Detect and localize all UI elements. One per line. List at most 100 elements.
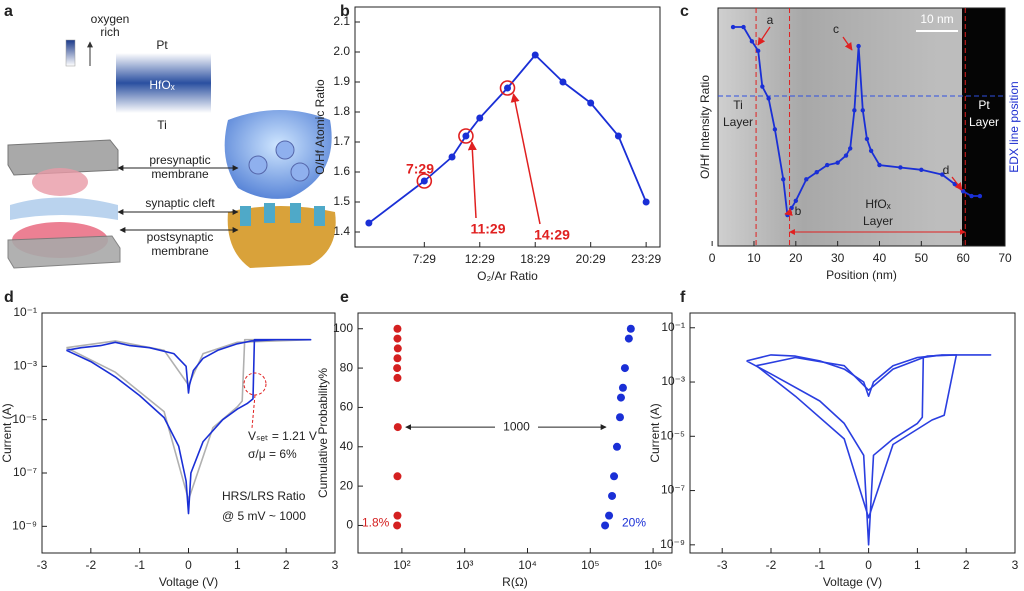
- y-tick-label: 10⁻⁷: [13, 465, 37, 479]
- data-point: [393, 472, 402, 481]
- x-tick-label: 10⁶: [644, 558, 662, 572]
- plot-frame: [357, 312, 673, 554]
- annotation: @ 5 mV ~ 1000: [222, 509, 306, 523]
- annotation: 14:29: [534, 227, 570, 243]
- x-tick-label: 12:29: [465, 252, 495, 266]
- x-tick-label: -2: [766, 558, 777, 572]
- highlight-circle: [243, 372, 267, 396]
- data-point: [620, 364, 629, 373]
- x-tick-label: -2: [85, 558, 96, 572]
- layer-label: Ti: [157, 118, 167, 132]
- x-tick-label: 10²: [393, 558, 410, 572]
- annotation: HRS/LRS Ratio: [222, 489, 306, 503]
- data-point: [793, 198, 799, 203]
- highlight-circle: [458, 128, 474, 144]
- diagram-label: membrane: [151, 167, 209, 181]
- vesicle: [290, 162, 310, 182]
- annotation: Layer: [969, 115, 999, 129]
- annotation: a: [767, 13, 774, 27]
- hfox-layer: [116, 53, 211, 113]
- data-point: [749, 39, 755, 44]
- x-tick-label: 40: [873, 251, 887, 265]
- data-point: [393, 373, 402, 382]
- receptor: [240, 206, 251, 226]
- series-line: [733, 26, 980, 216]
- data-point: [614, 132, 622, 140]
- data-point: [393, 511, 402, 520]
- panel-label: d: [4, 289, 14, 306]
- receptor: [290, 203, 301, 223]
- data-point: [476, 114, 484, 122]
- data-point: [624, 334, 633, 343]
- annotation-arrow: [757, 26, 771, 46]
- data-point: [559, 78, 567, 86]
- y-tick-label: 1.7: [333, 134, 350, 148]
- data-point: [864, 136, 870, 142]
- data-point: [601, 521, 610, 530]
- data-point: [760, 84, 765, 89]
- y-tick-label: 1.9: [333, 74, 350, 88]
- data-point: [612, 442, 621, 451]
- data-point: [393, 423, 402, 432]
- filament: [32, 168, 88, 196]
- vesicle: [275, 140, 295, 160]
- data-point: [618, 383, 627, 392]
- diagram-label: synaptic cleft: [145, 196, 215, 210]
- x-tick-label: -1: [134, 558, 145, 572]
- data-point: [610, 472, 619, 481]
- x-axis-label: Voltage (V): [159, 575, 218, 589]
- y-tick-label: 1.4: [333, 224, 350, 238]
- highlight-circle: [499, 80, 516, 96]
- data-point: [615, 413, 624, 422]
- y-axis-label: O/Hf Intensity Ratio: [698, 75, 712, 179]
- annotation-arrow: [784, 208, 793, 216]
- y-tick-label: 1.6: [333, 164, 350, 178]
- postsynaptic-terminal: [227, 206, 336, 268]
- data-point: [741, 24, 746, 30]
- x-tick-label: -1: [814, 558, 825, 572]
- annotation: Vₛₑₜ = 1.21 V: [248, 429, 317, 443]
- data-point: [730, 24, 736, 30]
- panel-a: a oxygen rich Pt HfOₓ Ti presynaptic mem…: [4, 3, 336, 269]
- annotation: 7:29: [406, 161, 434, 177]
- diagram-label: presynaptic: [149, 153, 210, 167]
- annotation: HfOₓ: [865, 197, 890, 211]
- data-point: [781, 177, 786, 182]
- y-tick-label: 10⁻³: [13, 359, 37, 373]
- x-tick-label: 60: [956, 251, 970, 265]
- y-axis-label: Current (A): [648, 403, 662, 462]
- y-tick-label: 80: [340, 360, 354, 374]
- data-point: [365, 219, 373, 227]
- x-tick-label: 10⁴: [518, 558, 537, 572]
- series-line: [368, 54, 647, 224]
- plot-frame: [689, 312, 1016, 554]
- tem-image: [962, 8, 1005, 246]
- annotation-arrow: [842, 36, 853, 51]
- data-point: [755, 48, 761, 54]
- series-line: [66, 338, 312, 501]
- y-tick-label: 10⁻¹: [661, 320, 685, 334]
- annotation: d: [943, 163, 950, 177]
- data-point: [977, 193, 983, 199]
- data-point: [804, 177, 809, 182]
- annotation: 20%: [622, 516, 646, 530]
- x-tick-label: 2: [283, 558, 290, 572]
- annotation-arrow: [467, 141, 477, 219]
- highlight-circle: [416, 173, 433, 189]
- vesicle: [248, 155, 268, 175]
- y-tick-label: 2.0: [333, 44, 350, 58]
- data-point: [868, 148, 874, 153]
- y-tick-label: 10⁻⁵: [12, 412, 37, 426]
- y2-axis-label: EDX line position: [1007, 81, 1021, 172]
- panel-label: c: [680, 3, 689, 20]
- data-point: [420, 177, 428, 185]
- x-tick-label: 10: [747, 251, 761, 265]
- data-point: [605, 511, 614, 520]
- y-tick-label: 100: [333, 321, 353, 335]
- data-point: [393, 364, 402, 373]
- annotation: 1.8%: [362, 516, 390, 530]
- annotation: c: [833, 22, 839, 36]
- x-tick-label: 30: [831, 251, 845, 265]
- annotation: Pt: [978, 98, 990, 112]
